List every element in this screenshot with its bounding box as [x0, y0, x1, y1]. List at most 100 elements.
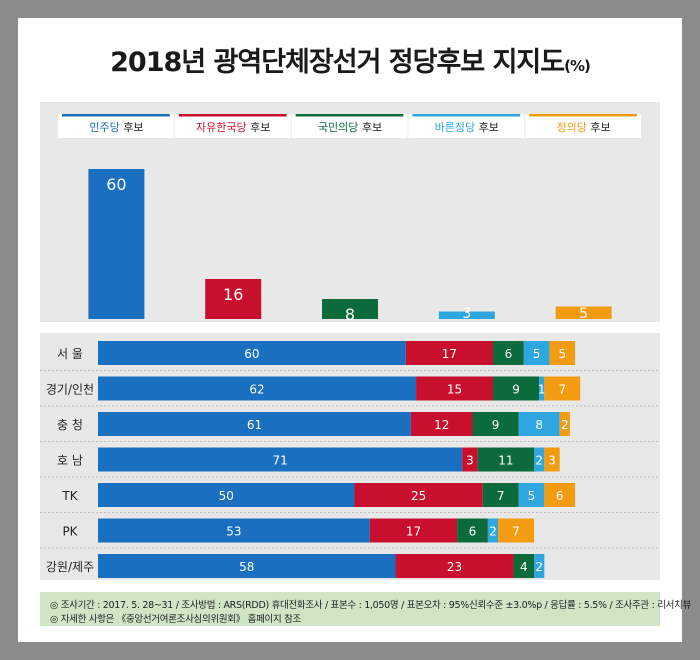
region-bar-value-0-2: 6 [505, 347, 513, 361]
legend-label-1: 자유한국당 후보 [196, 121, 270, 134]
region-bar-3-1 [462, 447, 478, 472]
legend-color-bar-3 [412, 114, 521, 117]
survey-method-note: ◎ 조사기간 : 2017. 5. 28~31 / 조사방법 : ARS(RDD… [50, 600, 691, 611]
region-bar-0-2 [493, 341, 524, 365]
national-bar-value-2: 8 [345, 305, 355, 322]
national-support-panel: 민주당 후보 60 자유한국당 후보 16 국민의당 후보 8 바른정당 후보 3 정의당 후보… [40, 102, 660, 324]
region-label-4: TK [61, 489, 78, 503]
region-bar-value-0-0: 60 [244, 347, 259, 361]
region-label-3: 호 남 [57, 454, 83, 468]
region-bar-1-4 [544, 376, 581, 401]
region-bar-2-3 [518, 412, 560, 436]
region-bar-value-2-2: 9 [492, 418, 500, 432]
region-bar-2-1 [410, 412, 473, 436]
chart-title: 2018년 광역단체장선거 정당후보 지지도(%) [0, 40, 700, 79]
region-bar-5-1 [369, 518, 458, 543]
region-bar-0-3 [523, 341, 550, 365]
national-bar-value-1: 16 [223, 285, 243, 304]
region-bar-6-3 [534, 554, 545, 578]
region-bar-1-1 [416, 376, 494, 401]
region-label-5: PK [62, 525, 78, 539]
region-bar-5-2 [457, 518, 488, 543]
region-bar-6-2 [513, 554, 535, 578]
region-bar-value-0-3: 5 [533, 347, 541, 361]
region-bar-value-4-1: 25 [411, 489, 426, 503]
legend-color-bar-0 [62, 114, 170, 117]
region-bar-value-3-4: 3 [548, 454, 556, 468]
region-bar-4-4 [544, 483, 576, 507]
region-bar-1-0 [98, 376, 417, 401]
region-bar-value-4-4: 6 [556, 489, 564, 503]
region-bar-3-0 [98, 447, 463, 472]
national-bar-value-3: 3 [462, 306, 471, 322]
region-bar-4-1 [354, 483, 483, 507]
legend-cell-2 [291, 114, 408, 138]
region-bar-0-4 [549, 341, 576, 365]
region-bar-value-2-1: 12 [434, 418, 449, 432]
region-bar-value-4-3: 5 [528, 489, 536, 503]
region-bar-value-0-4: 5 [558, 347, 566, 361]
region-bar-6-1 [395, 554, 514, 578]
legend-label-4: 정의당 후보 [557, 121, 611, 134]
region-bar-value-0-1: 17 [442, 347, 457, 361]
region-bar-value-1-4: 7 [558, 383, 566, 397]
region-label-0: 서 울 [57, 347, 83, 361]
legend-color-bar-1 [178, 114, 287, 117]
legend-label-0: 민주당 후보 [89, 121, 143, 134]
chart-title-text: 2018년 광역단체장선거 정당후보 지지도 [110, 47, 565, 78]
region-bar-2-4 [559, 412, 570, 436]
national-bar-value-0: 60 [106, 175, 126, 194]
region-bar-5-4 [498, 518, 535, 543]
region-bar-4-3 [518, 483, 545, 507]
national-bar-3 [438, 311, 495, 319]
region-bar-value-3-1: 3 [466, 454, 474, 468]
region-bar-value-1-3: 1 [538, 383, 546, 397]
regional-support-panel: 서 울 60 17 6 5 5 경기/인천 62 15 9 1 7 충 청 61 12 9 8 2 호 남 71 3 11… [40, 333, 660, 580]
region-bar-value-3-2: 11 [498, 454, 513, 468]
region-bar-value-2-3: 8 [535, 418, 543, 432]
region-bar-3-4 [544, 447, 560, 472]
legend-cell-4 [525, 114, 641, 138]
region-bar-value-6-2: 4 [520, 560, 528, 574]
region-label-6: 강원/제주 [46, 560, 94, 574]
region-bar-2-0 [98, 412, 411, 436]
region-bar-value-5-3: 2 [489, 525, 497, 539]
region-bar-value-3-0: 71 [272, 454, 287, 468]
region-bar-value-6-0: 58 [239, 560, 254, 574]
national-bar-value-4: 5 [579, 306, 588, 322]
national-bar-4 [555, 306, 612, 319]
region-bar-6-0 [98, 554, 396, 578]
region-bar-value-5-1: 17 [406, 525, 421, 539]
legend-cell-0 [58, 114, 174, 138]
survey-footnote: ◎ 조사기간 : 2017. 5. 28~31 / 조사방법 : ARS(RDD… [40, 592, 691, 626]
region-bar-2-2 [472, 412, 519, 436]
region-bar-value-1-1: 15 [447, 383, 462, 397]
region-bar-5-0 [98, 518, 370, 543]
survey-reference-note: ◎ 자세한 사항은 《중앙선거여론조사심의위원회》 홈페이지 참조 [50, 614, 301, 625]
region-bar-3-3 [534, 447, 545, 472]
legend-label-3: 바른정당 후보 [435, 121, 499, 134]
region-bar-value-4-0: 50 [219, 489, 234, 503]
region-bar-value-1-2: 9 [512, 383, 520, 397]
region-bar-value-3-3: 2 [535, 454, 543, 468]
national-bar-0 [88, 169, 145, 319]
legend-cell-1 [174, 114, 291, 138]
chart-title-unit: (%) [564, 57, 591, 75]
national-bar-1 [205, 279, 262, 319]
region-bar-1-2 [493, 376, 540, 401]
regional-support-chart: 서 울 60 17 6 5 5경기/인천 62 15 9 1 7충 청 61 12 9 8 2호 남 71 3 11… [40, 341, 660, 578]
region-bar-value-5-0: 53 [226, 525, 241, 539]
region-bar-4-0 [98, 483, 355, 507]
region-bar-1-3 [539, 376, 545, 401]
national-bar-2 [322, 299, 378, 319]
region-bar-0-0 [98, 341, 406, 365]
region-bar-value-4-2: 7 [497, 489, 505, 503]
region-bar-value-2-4: 2 [561, 418, 569, 432]
region-bar-4-2 [482, 483, 519, 507]
legend-color-bar-2 [295, 114, 404, 117]
legend-label-2: 국민의당 후보 [318, 121, 382, 134]
region-bar-value-6-1: 23 [447, 560, 462, 574]
region-label-2: 충 청 [57, 418, 83, 432]
region-label-1: 경기/인천 [46, 382, 94, 397]
